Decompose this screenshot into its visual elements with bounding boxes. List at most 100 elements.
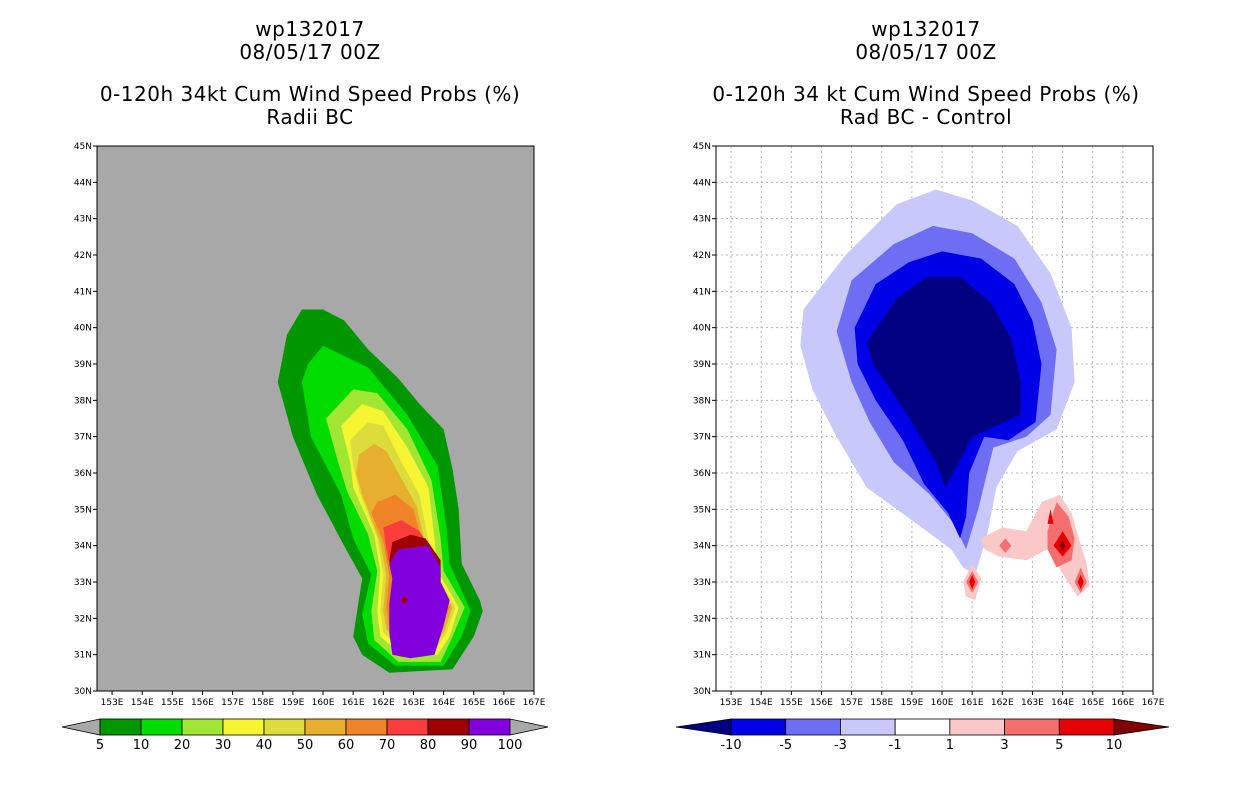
left-colorbar-swatch [222, 718, 265, 736]
left-y-tick-label: 33N [74, 578, 92, 588]
left-x-tick-label: 160E [312, 698, 335, 708]
right-colorbar-label: -3 [834, 738, 847, 753]
right-x-tick-label: 159E [900, 698, 923, 708]
right-x-tick-label: 163E [1021, 698, 1044, 708]
right-x-tick-label: 155E [780, 698, 803, 708]
left-storm-center-marker [400, 596, 409, 605]
left-y-tick-label: 37N [74, 433, 92, 443]
left-x-tick-label: 163E [402, 698, 425, 708]
left-y-tick-label: 40N [74, 324, 92, 334]
right-y-tick-label: 39N [693, 360, 711, 370]
left-colorbar-label: 20 [174, 738, 191, 753]
left-colorbar-swatch [263, 718, 306, 736]
left-colorbar-label: 80 [420, 738, 437, 753]
left-y-tick-label: 39N [74, 360, 92, 370]
left-y-tick-label: 44N [74, 178, 92, 188]
right-y-tick-label: 34N [693, 542, 711, 552]
left-colorbar-label: 50 [297, 738, 314, 753]
right-x-tick-label: 160E [931, 698, 954, 708]
left-datetime: 08/05/17 00Z [239, 40, 381, 64]
left-colorbar-label: 10 [133, 738, 150, 753]
right-x-tick-label: 153E [720, 698, 743, 708]
left-y-tick-label: 45N [74, 142, 92, 152]
right-plot-frame [715, 145, 1154, 692]
right-colorbar-label: 3 [1000, 738, 1008, 753]
right-colorbar-label: 1 [946, 738, 954, 753]
left-x-tick-label: 167E [523, 698, 546, 708]
left-colorbar-label: 90 [461, 738, 478, 753]
left-colorbar-swatch [99, 718, 142, 736]
right-colorbar-swatch [949, 718, 1005, 736]
left-chart-subtitle: Radii BC [266, 105, 354, 129]
right-y-tick-label: 35N [693, 505, 711, 515]
right-x-tick-label: 162E [991, 698, 1014, 708]
right-y-tick-label: 42N [693, 251, 711, 261]
right-colorbar: -10 -5 -3 -1 1 3 5 10 [675, 718, 1170, 753]
right-colorbar-swatch [894, 718, 951, 736]
right-contour-neg10 [866, 276, 1021, 488]
right-colorbar-label: 10 [1106, 738, 1123, 753]
right-x-tick-label: 167E [1142, 698, 1165, 708]
right-colorbar-over-arrow [1113, 718, 1170, 736]
right-colorbar-swatch [730, 718, 787, 736]
left-x-tick-label: 153E [101, 698, 124, 708]
right-x-tick-label: 158E [870, 698, 893, 708]
left-x-tick-label: 157E [221, 698, 244, 708]
left-colorbar-label: 70 [379, 738, 396, 753]
left-colorbar: 5 10 20 30 40 50 60 70 80 90 100 [61, 718, 549, 753]
right-colorbar-label: 5 [1055, 738, 1063, 753]
right-colorbar-swatch [840, 718, 896, 736]
left-plot-area [277, 309, 483, 673]
left-y-tick-label: 35N [74, 505, 92, 515]
right-datetime: 08/05/17 00Z [855, 40, 997, 64]
right-x-tick-label: 164E [1051, 698, 1074, 708]
right-colorbar-swatch [785, 718, 841, 736]
left-chart-title: 0-120h 34kt Cum Wind Speed Probs (%) [99, 82, 521, 106]
right-y-tick-label: 44N [693, 178, 711, 188]
left-x-tick-label: 165E [462, 698, 485, 708]
left-x-tick-label: 156E [191, 698, 214, 708]
right-y-tick-label: 38N [693, 396, 711, 406]
left-colorbar-label: 60 [338, 738, 355, 753]
left-x-tick-label: 159E [281, 698, 304, 708]
left-colorbar-swatch [304, 718, 347, 736]
right-contour-5 [1077, 574, 1084, 590]
left-y-tick-label: 32N [74, 614, 92, 624]
right-y-tick-label: 43N [693, 215, 711, 225]
right-y-tick-label: 40N [693, 324, 711, 334]
right-storm-id: wp132017 [871, 17, 981, 41]
left-panel-title-block: wp132017 08/05/17 00Z 0-120h 34kt Cum Wi… [60, 18, 560, 129]
left-contour-90 [389, 545, 450, 659]
left-colorbar-swatch [345, 718, 388, 736]
left-colorbar-over-arrow [509, 718, 549, 736]
right-y-tick-label: 30N [693, 687, 711, 697]
left-x-tick-label: 161E [342, 698, 365, 708]
right-contour-10 [1059, 540, 1066, 552]
left-colorbar-label: 5 [96, 738, 104, 753]
left-x-tick-label: 162E [372, 698, 395, 708]
left-colorbar-label: 40 [256, 738, 273, 753]
left-y-tick-label: 42N [74, 251, 92, 261]
right-x-tick-label: 165E [1081, 698, 1104, 708]
right-colorbar-swatch [1004, 718, 1060, 736]
left-colorbar-label: 30 [215, 738, 232, 753]
right-contour-5 [969, 574, 976, 590]
right-y-tick-label: 32N [693, 614, 711, 624]
left-y-tick-label: 36N [74, 469, 92, 479]
right-panel-title-block: wp132017 08/05/17 00Z 0-120h 34 kt Cum W… [676, 18, 1176, 129]
right-x-tick-label: 156E [810, 698, 833, 708]
right-contour-5 [1047, 509, 1054, 524]
left-y-tick-label: 30N [74, 687, 92, 697]
left-storm-id: wp132017 [255, 17, 365, 41]
right-y-tick-label: 36N [693, 469, 711, 479]
left-y-tick-label: 34N [74, 542, 92, 552]
left-x-tick-label: 166E [492, 698, 515, 708]
right-colorbar-under-arrow [675, 718, 732, 736]
left-y-tick-label: 43N [74, 215, 92, 225]
left-colorbar-swatch [140, 718, 183, 736]
left-colorbar-swatch [468, 718, 511, 736]
left-colorbar-swatch [181, 718, 224, 736]
left-x-tick-label: 164E [432, 698, 455, 708]
right-plot-area [716, 146, 1153, 691]
